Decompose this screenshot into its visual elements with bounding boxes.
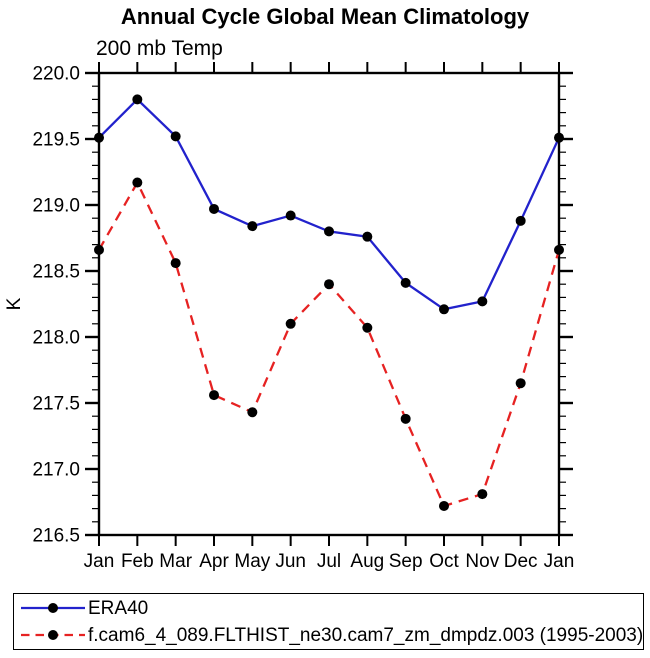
svg-text:Jan: Jan xyxy=(544,551,575,572)
svg-text:Jul: Jul xyxy=(317,551,341,572)
svg-text:May: May xyxy=(234,551,270,572)
legend-item-model-run: f.cam6_4_089.FLTHIST_ne30.cam7_zm_dmpdz.… xyxy=(18,622,643,649)
legend-box: ERA40 f.cam6_4_089.FLTHIST_ne30.cam7_zm_… xyxy=(13,593,644,650)
svg-text:Aug: Aug xyxy=(350,551,384,572)
svg-text:217.5: 217.5 xyxy=(32,394,80,415)
chart-subtitle: 200 mb Temp xyxy=(96,37,223,60)
svg-text:216.5: 216.5 xyxy=(32,526,80,547)
svg-text:Jan: Jan xyxy=(84,551,115,572)
era40-line-swatch xyxy=(21,603,85,613)
svg-text:Feb: Feb xyxy=(121,551,154,572)
svg-text:219.0: 219.0 xyxy=(32,196,80,217)
svg-text:218.5: 218.5 xyxy=(32,262,80,283)
legend-item-era40: ERA40 xyxy=(18,595,643,622)
svg-text:Sep: Sep xyxy=(389,551,423,572)
svg-text:218.0: 218.0 xyxy=(32,328,80,349)
chart-title: Annual Cycle Global Mean Climatology xyxy=(120,4,530,29)
legend-label-model-run: f.cam6_4_089.FLTHIST_ne30.cam7_zm_dmpdz.… xyxy=(88,624,644,646)
svg-text:217.0: 217.0 xyxy=(32,460,80,481)
svg-text:Apr: Apr xyxy=(199,551,229,572)
annual-cycle-line-chart: 216.5 217.0 217.5 218.0 218.5 219.0 219.5 220.0… xyxy=(4,62,575,572)
legend-label-era40: ERA40 xyxy=(88,597,149,619)
svg-text:Dec: Dec xyxy=(504,551,538,572)
svg-text:220.0: 220.0 xyxy=(32,64,80,85)
svg-text:Nov: Nov xyxy=(465,551,499,572)
model-run-line-swatch xyxy=(21,630,85,640)
svg-text:Jun: Jun xyxy=(275,551,306,572)
svg-text:Oct: Oct xyxy=(429,551,459,572)
svg-text:219.5: 219.5 xyxy=(32,130,80,151)
svg-text:K: K xyxy=(4,297,25,310)
svg-text:Mar: Mar xyxy=(159,551,192,572)
